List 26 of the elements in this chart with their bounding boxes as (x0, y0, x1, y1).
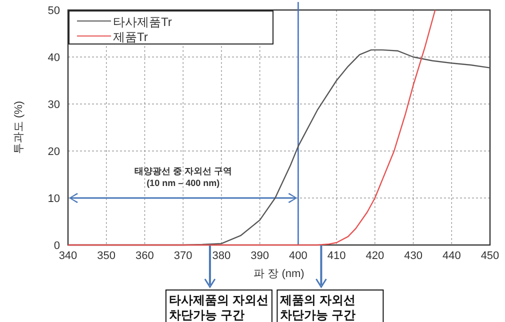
y-tick-label: 10 (48, 193, 60, 205)
x-tick-label: 400 (289, 250, 308, 262)
x-tick-label: 350 (97, 250, 116, 262)
x-tick-label: 370 (174, 250, 192, 262)
y-tick-label: 0 (54, 240, 60, 252)
y-tick-label: 30 (48, 99, 60, 111)
x-tick-label: 340 (58, 250, 78, 262)
y-tick-label: 50 (48, 5, 60, 17)
y-axis-title: 투과도 (%) (13, 100, 25, 154)
annotation: 태양광선 중 자외선 구역 (10 nm – 400 nm) (134, 166, 232, 188)
x-tick-label: 360 (136, 250, 154, 262)
x-tick-label: 410 (327, 250, 346, 262)
x-tick-label: 450 (480, 250, 500, 262)
y-tick-label: 20 (48, 146, 60, 158)
x-tick-label: 440 (442, 250, 461, 262)
annotation: 타사제품의 자외선 차단가능 구간 (168, 293, 268, 322)
line-series (67, 9, 436, 246)
legend-label: 타사제품Tr (113, 15, 172, 29)
legend-label: 제품Tr (113, 30, 148, 44)
x-axis-title: 파 장 (nm) (254, 268, 304, 280)
x-tick-label: 380 (212, 250, 231, 262)
y-tick-label: 40 (48, 52, 60, 64)
annotation: 제품의 자외선 차단가능 구간 (279, 293, 356, 322)
x-tick-label: 390 (250, 250, 269, 262)
x-tick-label: 430 (404, 250, 422, 262)
x-tick-label: 420 (366, 250, 384, 262)
